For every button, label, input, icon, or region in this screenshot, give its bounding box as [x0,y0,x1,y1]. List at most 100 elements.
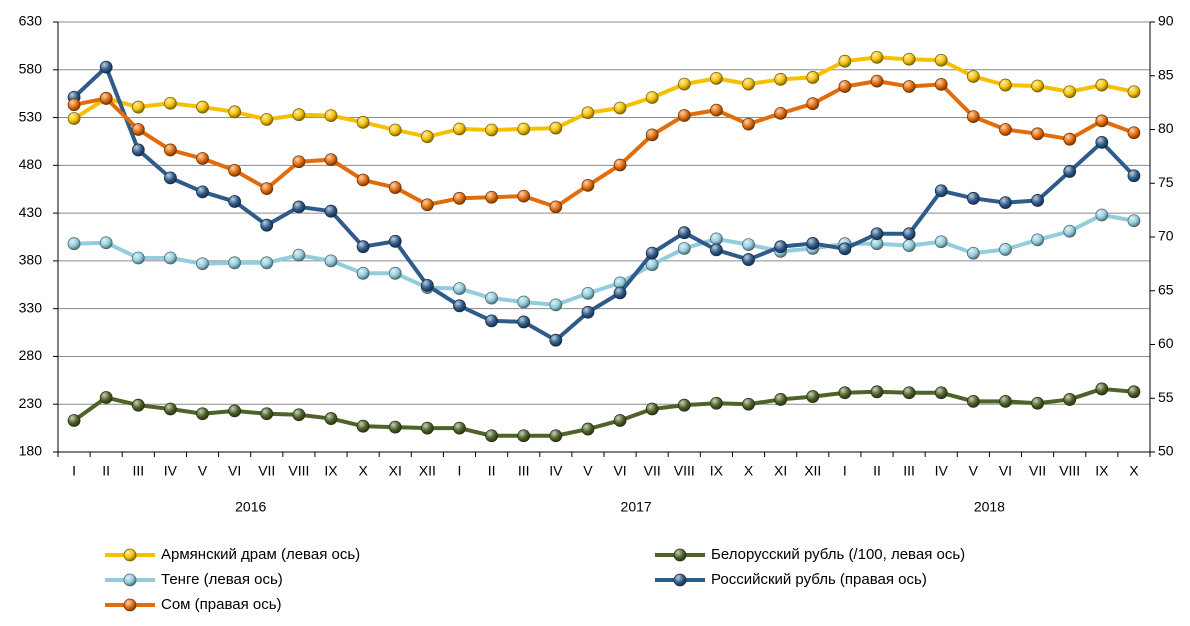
series-marker [485,291,498,305]
series-marker [774,106,788,120]
x-tick-label: VIII [674,463,695,479]
x-tick-label: XI [389,463,402,479]
series-marker [1095,135,1109,149]
series-marker [356,173,370,187]
series-marker [710,243,723,257]
series-marker [613,158,627,172]
series-marker [1095,114,1109,128]
series-marker [934,235,948,249]
x-tick-label: IX [710,463,724,479]
legend-marker [123,548,137,562]
x-tick-label: I [72,463,76,479]
x-tick-label: XI [774,463,787,479]
series-marker [517,429,531,443]
series-marker [420,421,434,435]
series-marker [388,123,402,137]
series-marker [613,101,627,115]
x-tick-label: VIII [288,463,309,479]
series-marker [453,421,466,435]
y2-tick-label: 70 [1158,228,1174,244]
series-marker [742,253,755,266]
series-line [73,213,1135,307]
series-marker [1031,194,1044,207]
x-tick-label: V [583,463,593,479]
series-marker [1063,165,1077,178]
series-marker [966,394,980,408]
series-marker [1127,385,1141,399]
x-tick-label: IV [164,463,178,479]
series-marker [966,191,980,205]
series-marker [934,386,948,400]
x-tick-label: III [132,463,144,479]
series-marker [1127,214,1141,228]
series-marker [164,96,177,110]
series-marker [131,251,145,265]
series-marker [67,112,81,125]
y2-tick-label: 65 [1158,281,1174,297]
series-marker [1063,224,1077,238]
x-tick-label: III [518,463,530,479]
series-marker [196,257,209,271]
series-marker [645,91,659,104]
series-marker [581,106,595,120]
series-marker [613,286,627,300]
series-marker [838,386,852,400]
y-tick-label: 380 [19,252,43,268]
series-marker [388,420,402,434]
series-marker [131,123,145,136]
series-marker [581,422,595,436]
x-tick-label: IV [549,463,563,479]
series-marker [774,72,788,86]
x-tick-label: XII [419,463,436,479]
series-marker [806,237,820,250]
series-marker [196,152,209,165]
series-marker [292,108,306,122]
series-marker [260,218,274,232]
series-marker [99,236,113,250]
series-marker [549,333,563,347]
series-marker [902,52,916,66]
x-tick-label: I [843,463,847,479]
series-line [73,79,1135,209]
series-marker [710,396,723,410]
series-marker [999,196,1012,210]
series-marker [902,80,916,93]
series-marker [742,238,755,252]
series-marker [677,242,691,255]
series-marker [581,305,595,319]
series-marker [838,54,852,68]
series-marker [99,91,113,105]
series-marker [356,419,370,433]
series-marker [966,70,980,83]
series-marker [806,390,820,403]
series-marker [774,393,788,406]
x-group-label: 2016 [235,499,266,515]
legend-marker [123,598,137,612]
series-marker [902,386,916,400]
y-tick-label: 580 [19,60,43,76]
x-tick-label: IV [935,463,949,479]
legend-label: Тенге (левая ось) [161,571,283,588]
series-marker [356,115,370,129]
y-tick-label: 180 [19,443,43,459]
series-marker [806,71,820,84]
series-marker [677,398,691,412]
series-marker [999,243,1012,256]
series-line [72,55,1135,139]
y-tick-label: 630 [19,13,43,29]
series-marker [324,412,338,425]
series-marker [420,278,434,292]
legend-label: Белорусский рубль (/100, левая ось) [711,546,965,563]
x-tick-label: VII [644,463,661,479]
series-marker [870,227,884,241]
series-marker [934,53,948,67]
legend-marker [673,573,687,587]
series-marker [420,130,434,144]
series-marker [485,429,498,443]
x-tick-label: III [903,463,915,479]
series-marker [613,414,627,427]
series-marker [388,234,402,248]
series-marker [164,171,177,185]
series-marker [677,109,691,122]
series-marker [870,385,884,399]
